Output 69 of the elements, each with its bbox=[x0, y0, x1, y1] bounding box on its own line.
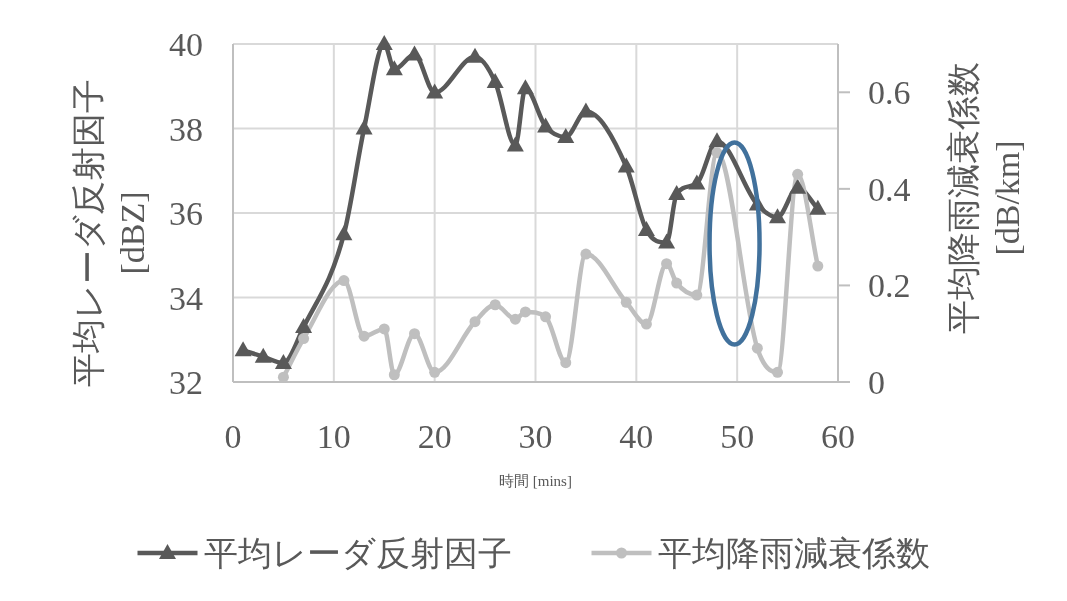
point bbox=[516, 79, 534, 95]
point bbox=[560, 357, 572, 369]
point bbox=[486, 73, 504, 89]
y2-tick-label: 0.6 bbox=[868, 74, 911, 112]
point bbox=[668, 184, 686, 200]
point bbox=[489, 299, 501, 311]
legend-label: 平均レーダ反射因子 bbox=[203, 535, 512, 572]
point bbox=[792, 168, 804, 180]
point bbox=[274, 353, 292, 369]
x-tick-label: 40 bbox=[619, 418, 654, 455]
point bbox=[388, 369, 400, 381]
point bbox=[691, 289, 703, 301]
point bbox=[509, 313, 521, 325]
point bbox=[469, 316, 481, 328]
y2-tick-label: 0 bbox=[868, 364, 885, 401]
y-axis-title: 平均レーダ反射因子 [dBZ] bbox=[70, 79, 151, 387]
x-tick-label: 30 bbox=[518, 418, 553, 455]
point bbox=[661, 258, 673, 270]
point bbox=[751, 342, 763, 354]
point bbox=[429, 366, 441, 378]
y-tick-label: 38 bbox=[169, 110, 203, 148]
point bbox=[671, 277, 683, 289]
point bbox=[688, 174, 706, 190]
point bbox=[540, 311, 552, 323]
point bbox=[234, 341, 252, 357]
point bbox=[358, 330, 370, 342]
point bbox=[355, 119, 373, 135]
point bbox=[580, 248, 592, 260]
point bbox=[385, 60, 403, 76]
point bbox=[789, 178, 807, 194]
x-tick-label: 60 bbox=[821, 418, 855, 455]
point bbox=[809, 199, 827, 215]
point bbox=[617, 157, 635, 173]
point bbox=[537, 117, 555, 133]
x-tick-label: 10 bbox=[316, 418, 351, 455]
y2-tick-label: 0.4 bbox=[868, 170, 911, 208]
point bbox=[409, 328, 420, 340]
point bbox=[335, 225, 353, 241]
point bbox=[637, 220, 655, 236]
point bbox=[640, 318, 652, 330]
point bbox=[298, 333, 310, 345]
x-tick-label: 20 bbox=[417, 418, 452, 455]
x-tick-label: 50 bbox=[720, 418, 755, 455]
point bbox=[557, 127, 575, 143]
y-tick-label: 32 bbox=[169, 364, 203, 401]
point bbox=[658, 233, 676, 249]
y-tick-label: 40 bbox=[169, 26, 203, 63]
point bbox=[295, 318, 313, 334]
point bbox=[406, 45, 423, 61]
point bbox=[812, 260, 824, 272]
point bbox=[426, 83, 444, 99]
y-tick-label: 34 bbox=[169, 279, 203, 317]
x-axis-title: 時間 [mins] bbox=[499, 473, 572, 489]
point bbox=[254, 347, 272, 363]
y2-tick-label: 0.2 bbox=[868, 267, 911, 305]
point bbox=[519, 306, 531, 318]
point bbox=[620, 296, 632, 308]
point bbox=[378, 323, 390, 335]
point bbox=[338, 275, 350, 287]
x-tick-label: 0 bbox=[224, 418, 242, 455]
point bbox=[375, 35, 393, 50]
y-tick-label: 36 bbox=[169, 195, 203, 232]
y2-axis-title: 平均降雨減衰係数 [dB/km] bbox=[945, 62, 1026, 334]
point bbox=[772, 366, 783, 378]
point bbox=[577, 102, 595, 118]
point bbox=[506, 136, 524, 152]
point bbox=[466, 47, 484, 63]
legend-label: 平均降雨減衰係数 bbox=[657, 535, 930, 572]
point bbox=[769, 208, 786, 224]
